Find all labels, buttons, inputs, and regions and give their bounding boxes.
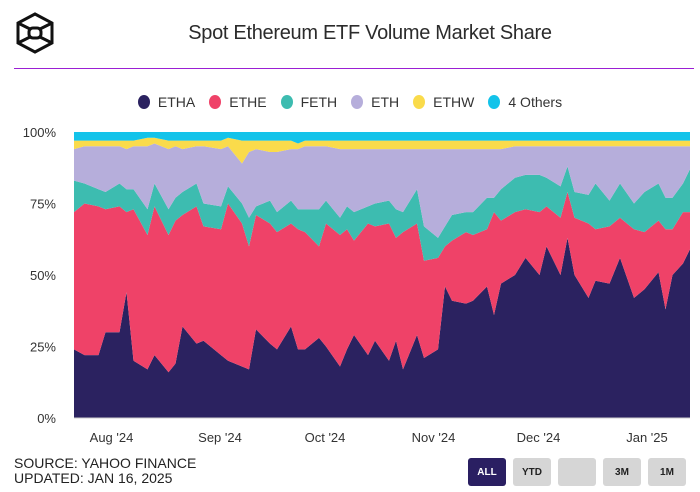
legend-dot-icon bbox=[209, 95, 222, 109]
range-1m-button[interactable]: 1M bbox=[648, 458, 686, 486]
legend-label: ETHE bbox=[229, 94, 267, 110]
legend-item[interactable]: ETHE bbox=[209, 94, 267, 110]
chart-title: Spot Ethereum ETF Volume Market Share bbox=[188, 22, 552, 44]
range-ytd-button[interactable]: YTD bbox=[513, 458, 551, 486]
x-tick-label: Jan '25 bbox=[626, 430, 668, 445]
range-blank-button[interactable] bbox=[558, 458, 596, 486]
source-note: SOURCE: YAHOO FINANCE UPDATED: JAN 16, 2… bbox=[14, 456, 196, 486]
legend-label: 4 Others bbox=[508, 94, 563, 110]
legend-item[interactable]: ETHA bbox=[137, 94, 196, 110]
y-tick-label: 0% bbox=[37, 411, 56, 426]
range-3m-button[interactable]: 3M bbox=[603, 458, 641, 486]
legend-dot-icon bbox=[351, 95, 364, 109]
area-eth bbox=[74, 143, 690, 238]
updated-text: UPDATED: JAN 16, 2025 bbox=[14, 470, 173, 486]
x-tick-label: Aug '24 bbox=[90, 430, 134, 445]
area-etha bbox=[74, 237, 690, 418]
area-feth bbox=[74, 166, 690, 261]
legend-item[interactable]: ETH bbox=[351, 94, 399, 110]
x-tick-label: Oct '24 bbox=[305, 430, 346, 445]
range-all-button[interactable]: ALL bbox=[468, 458, 506, 486]
legend-label: FETH bbox=[300, 94, 338, 110]
range-buttons: ALL YTD 3M 1M bbox=[468, 458, 686, 486]
y-tick-label: 25% bbox=[30, 340, 56, 355]
legend-item[interactable]: ETHW bbox=[413, 94, 474, 110]
legend-dot-icon bbox=[488, 95, 501, 109]
legend-dot-icon bbox=[137, 95, 150, 109]
y-tick-label: 75% bbox=[30, 197, 56, 212]
title-divider bbox=[14, 68, 694, 69]
y-tick-label: 50% bbox=[30, 268, 56, 283]
y-tick-label: 100% bbox=[23, 125, 57, 140]
source-text: SOURCE: YAHOO FINANCE bbox=[14, 455, 197, 471]
legend-label: ETHA bbox=[157, 94, 196, 110]
x-tick-label: Sep '24 bbox=[198, 430, 242, 445]
area-ethw bbox=[74, 137, 690, 164]
area-ethe bbox=[74, 192, 690, 373]
logo-icon bbox=[16, 12, 54, 54]
legend-dot-icon bbox=[280, 95, 293, 109]
stacked-area-chart: 0% 25% 50% 75% 100% Aug '24 Sep '24 Oct '24 Nov … bbox=[23, 125, 690, 445]
legend-label: ETH bbox=[371, 94, 400, 110]
x-tick-label: Dec '24 bbox=[517, 430, 561, 445]
x-tick-label: Nov '24 bbox=[412, 430, 456, 445]
legend-label: ETHW bbox=[433, 94, 475, 110]
legend: ETHA ETHE FETH ETH ETHW 4 Others bbox=[0, 94, 700, 110]
legend-item[interactable]: 4 Others bbox=[488, 94, 562, 110]
legend-item[interactable]: FETH bbox=[280, 94, 338, 110]
legend-dot-icon bbox=[413, 95, 426, 109]
area-4-others bbox=[74, 132, 690, 144]
